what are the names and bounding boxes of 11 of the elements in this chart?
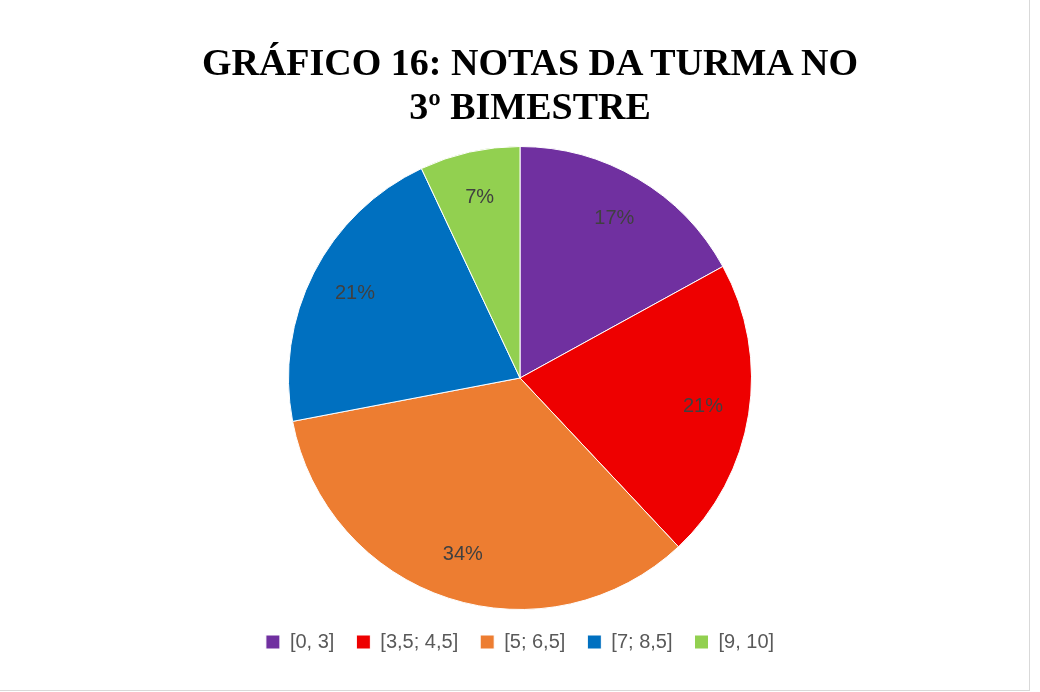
chart-title: GRÁFICO 16: NOTAS DA TURMA NO 3º BIMESTRE [200,40,860,128]
data-label: 34% [442,541,483,564]
data-label: 21% [334,281,376,304]
data-label: 7% [465,184,495,207]
legend-label: [9, 10] [718,629,775,652]
data-label: 21% [682,394,724,417]
legend-label: [7; 8,5] [611,629,673,652]
legend-label: [3,5; 4,5] [380,629,459,652]
legend-label: [5; 6,5] [504,629,566,652]
legend-label: [0, 3] [289,629,335,652]
data-label: 17% [594,206,635,229]
